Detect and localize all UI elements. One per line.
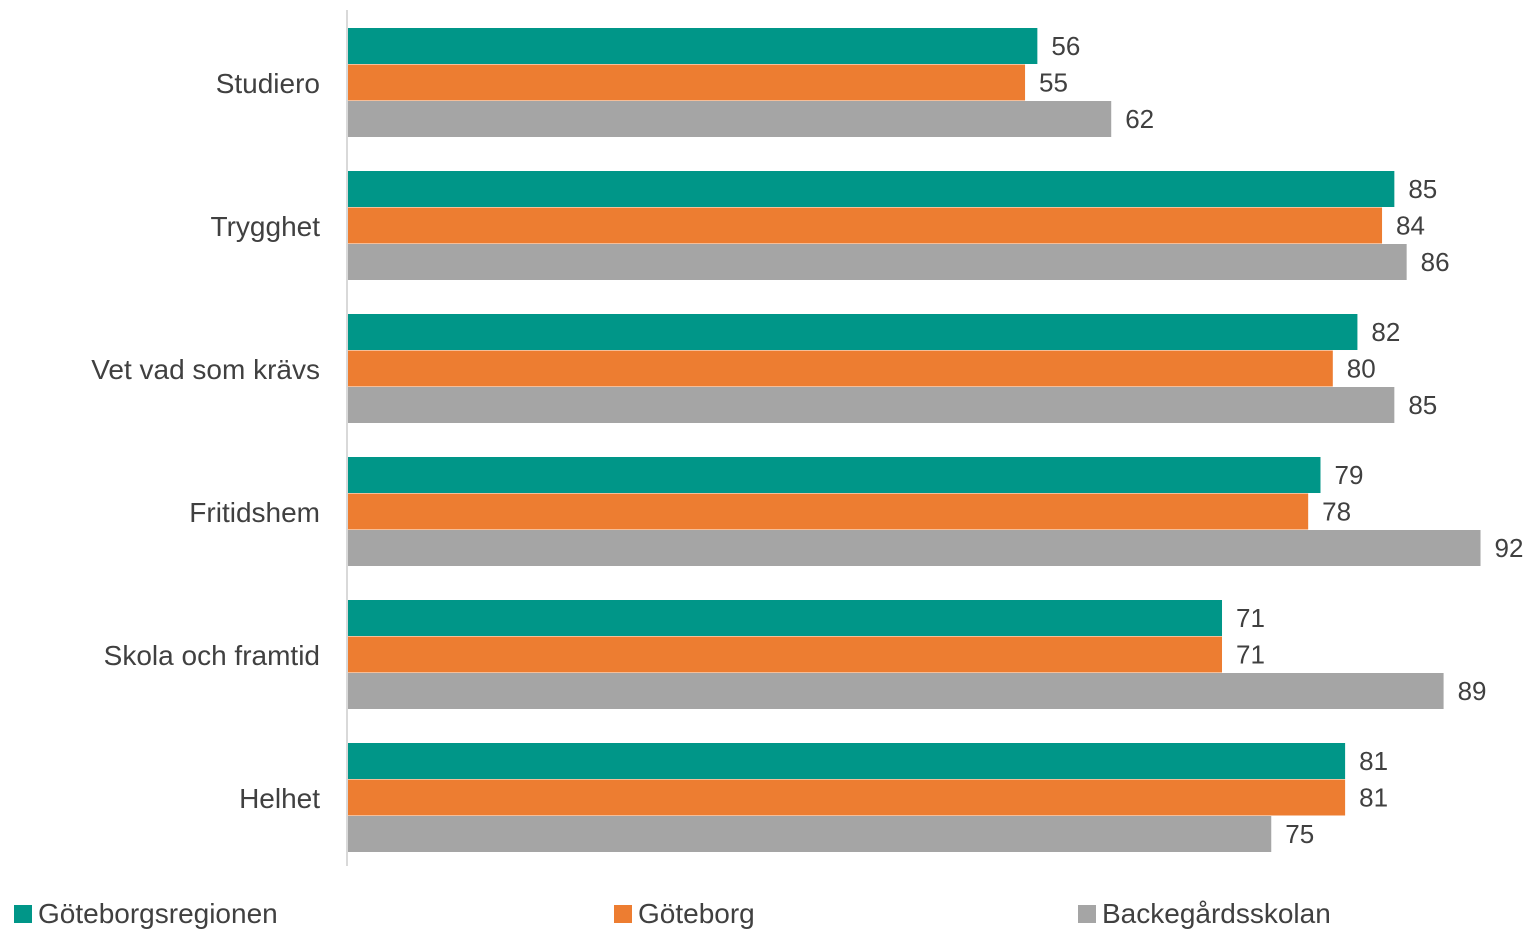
- bar-skola-och-framtid-goteborg: [348, 636, 1223, 673]
- bar-skola-och-framtid-goteborgsregionen: [348, 600, 1223, 636]
- category-label-studiero: Studiero: [216, 68, 320, 99]
- value-label-skola-och-framtid-goteborgsregionen: 71: [1236, 603, 1265, 633]
- value-label-helhet-goteborg: 81: [1359, 783, 1388, 813]
- legend-label-goteborg: Göteborg: [638, 898, 755, 929]
- value-label-vet-vad-som-kravs-goteborgsregionen: 82: [1371, 317, 1400, 347]
- category-labels-group: Studiero Trygghet Vet vad som krävs Fritids…: [91, 68, 320, 814]
- category-label-helhet: Helhet: [239, 783, 320, 814]
- bar-studiero-goteborgsregionen: [348, 28, 1038, 64]
- value-labels-group: 56 55 62 85 84 86 82 80 85 79 78 92 71 71 89 81 81 75: [1039, 31, 1523, 849]
- bar-vet-vad-som-kravs-backegardsskolan: [348, 387, 1395, 423]
- value-label-studiero-goteborg: 55: [1039, 68, 1068, 98]
- legend-item-goteborgsregionen: Göteborgsregionen: [14, 898, 278, 930]
- legend-item-goteborg: Göteborg: [614, 898, 755, 930]
- value-label-trygghet-goteborg: 84: [1396, 211, 1425, 241]
- value-label-trygghet-backegardsskolan: 86: [1421, 247, 1450, 277]
- bar-vet-vad-som-kravs-goteborg: [348, 350, 1333, 387]
- bar-studiero-backegardsskolan: [348, 101, 1112, 137]
- value-label-fritidshem-goteborgsregionen: 79: [1334, 460, 1363, 490]
- value-label-studiero-backegardsskolan: 62: [1125, 104, 1154, 134]
- bar-helhet-backegardsskolan: [348, 816, 1272, 852]
- legend: Göteborgsregionen Göteborg Backegårdssko…: [0, 898, 1540, 932]
- value-label-fritidshem-goteborg: 78: [1322, 497, 1351, 527]
- value-label-helhet-goteborgsregionen: 81: [1359, 746, 1388, 776]
- bar-skola-och-framtid-backegardsskolan: [348, 673, 1444, 709]
- legend-label-backegardsskolan: Backegårdsskolan: [1102, 898, 1331, 929]
- bar-helhet-goteborg: [348, 779, 1346, 816]
- bar-fritidshem-backegardsskolan: [348, 530, 1481, 566]
- bar-studiero-goteborg: [348, 64, 1026, 101]
- category-label-vet-vad-som-kravs: Vet vad som krävs: [91, 354, 320, 385]
- value-label-helhet-backegardsskolan: 75: [1285, 819, 1314, 849]
- bars-group: [348, 28, 1481, 852]
- bar-vet-vad-som-kravs-goteborgsregionen: [348, 314, 1358, 350]
- category-label-trygghet: Trygghet: [211, 211, 321, 242]
- value-label-vet-vad-som-kravs-goteborg: 80: [1347, 354, 1376, 384]
- bar-fritidshem-goteborg: [348, 493, 1309, 530]
- legend-swatch-backegardsskolan: [1078, 905, 1096, 923]
- legend-swatch-goteborg: [614, 905, 632, 923]
- bar-trygghet-goteborgsregionen: [348, 171, 1395, 207]
- legend-item-backegardsskolan: Backegårdsskolan: [1078, 898, 1331, 930]
- value-label-vet-vad-som-kravs-backegardsskolan: 85: [1408, 390, 1437, 420]
- value-label-fritidshem-backegardsskolan: 92: [1495, 533, 1524, 563]
- bar-helhet-goteborgsregionen: [348, 743, 1346, 779]
- category-label-fritidshem: Fritidshem: [189, 497, 320, 528]
- value-label-studiero-goteborgsregionen: 56: [1051, 31, 1080, 61]
- legend-label-goteborgsregionen: Göteborgsregionen: [38, 898, 278, 929]
- category-label-skola-och-framtid: Skola och framtid: [104, 640, 320, 671]
- value-label-skola-och-framtid-backegardsskolan: 89: [1458, 676, 1487, 706]
- value-label-skola-och-framtid-goteborg: 71: [1236, 640, 1265, 670]
- value-label-trygghet-goteborgsregionen: 85: [1408, 174, 1437, 204]
- bar-trygghet-backegardsskolan: [348, 244, 1407, 280]
- bar-trygghet-goteborg: [348, 207, 1383, 244]
- bar-fritidshem-goteborgsregionen: [348, 457, 1321, 493]
- legend-swatch-goteborgsregionen: [14, 905, 32, 923]
